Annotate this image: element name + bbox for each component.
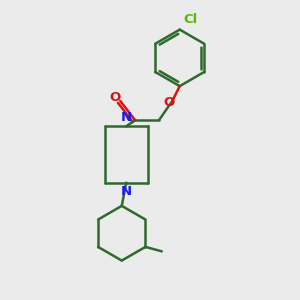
Text: N: N <box>121 111 132 124</box>
Text: O: O <box>163 96 174 109</box>
Text: O: O <box>109 92 121 104</box>
Text: N: N <box>121 185 132 198</box>
Text: Cl: Cl <box>183 13 197 26</box>
